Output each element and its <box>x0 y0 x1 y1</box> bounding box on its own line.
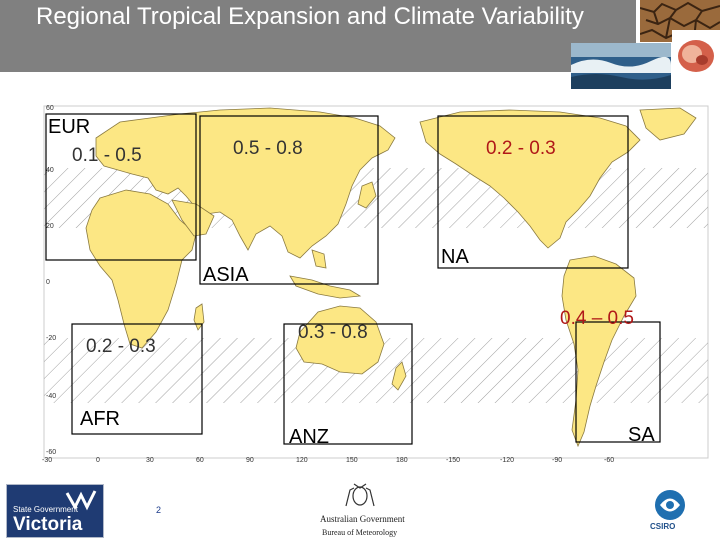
ocean-wave-photo <box>571 43 671 89</box>
tick-icon <box>65 490 97 511</box>
region-label-na: NA <box>441 246 469 268</box>
north-america-landmass <box>419 109 641 249</box>
lat-tick-label: -20 <box>46 335 56 342</box>
axis-labels: 60 40 20 0 -20 -40 -60 -30 0 30 60 90 12… <box>42 105 614 464</box>
range-label-na: 0.2 - 0.3 <box>486 138 556 159</box>
lon-tick-label: -150 <box>446 457 460 464</box>
lon-tick-label: 120 <box>296 457 308 464</box>
gov-line-2: Bureau of Meteorology <box>322 528 398 537</box>
range-label-sa: 0.4 – 0.5 <box>560 308 634 329</box>
landmasses <box>85 107 697 448</box>
lon-tick-label: 30 <box>146 457 154 464</box>
region-box-asia <box>199 115 379 285</box>
victoria-logo: State Government Victoria <box>6 484 104 538</box>
victoria-big-text: Victoria <box>13 514 83 535</box>
range-label-asia: 0.5 - 0.8 <box>233 138 303 159</box>
flame-photo <box>672 30 720 78</box>
range-label-afr: 0.2 - 0.3 <box>86 336 156 357</box>
slide-number: 2 <box>156 505 162 515</box>
philippines-landmass <box>311 249 327 269</box>
lat-tick-label: 40 <box>46 167 54 174</box>
lat-tick-label: 0 <box>46 279 50 286</box>
region-label-afr: AFR <box>80 408 120 430</box>
range-label-anz: 0.3 - 0.8 <box>298 322 368 343</box>
region-label-asia: ASIA <box>203 264 249 286</box>
africa-landmass <box>85 189 197 349</box>
region-label-anz: ANZ <box>289 426 329 448</box>
lon-tick-label: 150 <box>346 457 358 464</box>
eurasia-landmass <box>95 107 396 259</box>
lon-tick-label: -90 <box>552 457 562 464</box>
lon-tick-label: -120 <box>500 457 514 464</box>
lat-tick-label: 60 <box>46 105 54 112</box>
region-box-afr <box>71 323 203 435</box>
victoria-small-text: State Government <box>13 505 78 514</box>
greenland-landmass <box>639 107 697 141</box>
lon-tick-label: 90 <box>246 457 254 464</box>
lon-tick-label: -30 <box>42 457 52 464</box>
title-bar: Regional Tropical Expansion and Climate … <box>0 0 636 72</box>
region-box-sa <box>575 321 661 443</box>
lat-tick-label: 20 <box>46 223 54 230</box>
region-boxes <box>45 113 661 445</box>
indonesia-landmass <box>289 275 362 299</box>
lon-tick-label: 180 <box>396 457 408 464</box>
australia-landmass <box>295 305 385 375</box>
csiro-text: CSIRO <box>650 522 676 531</box>
region-box-anz <box>283 323 413 445</box>
new-zealand-landmass <box>391 361 407 391</box>
region-label-sa: SA <box>628 424 655 446</box>
world-map: 60 40 20 0 -20 -40 -60 -30 0 30 60 90 12… <box>42 105 709 464</box>
lat-tick-label: -60 <box>46 449 56 456</box>
region-label-eur: EUR <box>48 116 91 138</box>
coat-of-arms-icon <box>345 483 375 507</box>
range-label-eur: 0.1 - 0.5 <box>72 145 142 166</box>
region-box-na <box>437 115 629 269</box>
lon-tick-label: 60 <box>196 457 204 464</box>
lat-tick-label: -40 <box>46 393 56 400</box>
south-america-landmass <box>561 255 637 448</box>
lon-tick-label: -60 <box>604 457 614 464</box>
slide-title: Regional Tropical Expansion and Climate … <box>36 3 584 30</box>
gov-line-1: Australian Government <box>320 514 405 524</box>
csiro-logo-icon <box>655 490 685 520</box>
lon-tick-label: 0 <box>96 457 100 464</box>
japan-landmass <box>357 181 377 209</box>
region-box-eur <box>45 113 197 261</box>
